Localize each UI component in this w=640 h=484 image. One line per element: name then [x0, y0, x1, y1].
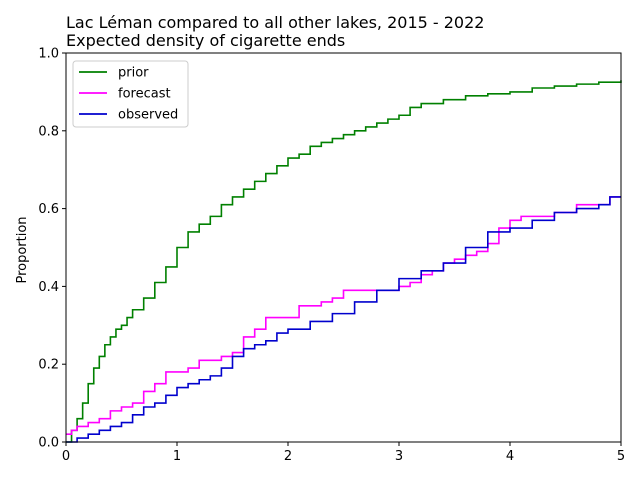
x-tick-label: 2	[284, 449, 292, 464]
legend: prior forecast observed	[72, 60, 189, 128]
y-tick-label: 0.0	[38, 436, 59, 451]
y-tick-label: 0.4	[38, 280, 59, 295]
x-tick-label: 3	[395, 449, 403, 464]
legend-label-observed: observed	[118, 108, 178, 123]
y-axis: 0.0 0.2 0.4 0.6 0.8 1.0	[38, 47, 66, 451]
legend-box	[72, 60, 189, 128]
x-tick-label: 5	[617, 449, 625, 464]
series-line-observed	[66, 196, 621, 443]
plot-frame	[65, 52, 622, 443]
series-line-forecast	[66, 196, 621, 436]
x-tick-label: 4	[506, 449, 514, 464]
y-tick-label: 0.8	[38, 124, 59, 139]
y-tick-label: 1.0	[38, 47, 59, 62]
chart-subtitle: Expected density of cigarette ends	[66, 31, 345, 50]
legend-label-prior: prior	[118, 66, 149, 81]
x-axis: 0 1 2 3 4 5	[62, 442, 625, 464]
y-axis-label: Proportion	[15, 216, 30, 283]
x-tick-label: 1	[173, 449, 181, 464]
y-tick-label: 0.6	[38, 202, 59, 217]
series-layer	[66, 80, 622, 443]
legend-label-forecast: forecast	[118, 87, 171, 102]
y-tick-label: 0.2	[38, 358, 59, 373]
series-line-prior	[66, 80, 622, 443]
x-tick-label: 0	[62, 449, 70, 464]
chart-title: Lac Léman compared to all other lakes, 2…	[66, 13, 484, 32]
